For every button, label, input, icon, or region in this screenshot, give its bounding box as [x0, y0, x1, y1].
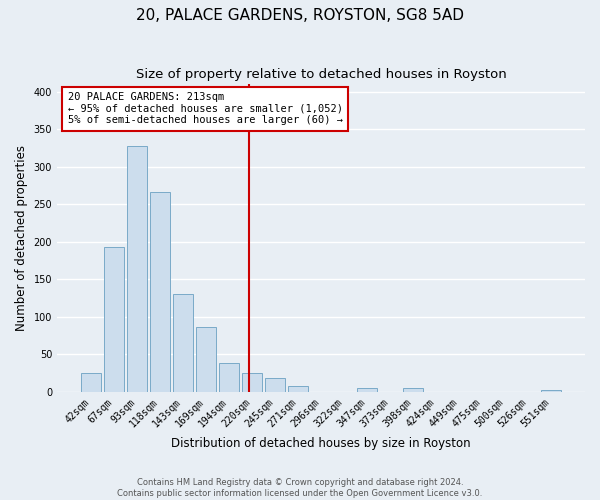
- Bar: [403, 388, 423, 392]
- X-axis label: Distribution of detached houses by size in Royston: Distribution of detached houses by size …: [171, 437, 471, 450]
- Bar: [104, 247, 124, 392]
- Bar: [127, 146, 146, 392]
- Bar: [288, 386, 308, 392]
- Bar: [265, 378, 285, 392]
- Bar: [173, 294, 193, 392]
- Bar: [242, 373, 262, 392]
- Text: 20, PALACE GARDENS, ROYSTON, SG8 5AD: 20, PALACE GARDENS, ROYSTON, SG8 5AD: [136, 8, 464, 22]
- Bar: [81, 373, 101, 392]
- Title: Size of property relative to detached houses in Royston: Size of property relative to detached ho…: [136, 68, 506, 80]
- Bar: [219, 362, 239, 392]
- Text: 20 PALACE GARDENS: 213sqm
← 95% of detached houses are smaller (1,052)
5% of sem: 20 PALACE GARDENS: 213sqm ← 95% of detac…: [68, 92, 343, 126]
- Bar: [196, 326, 216, 392]
- Bar: [541, 390, 561, 392]
- Bar: [357, 388, 377, 392]
- Text: Contains HM Land Registry data © Crown copyright and database right 2024.
Contai: Contains HM Land Registry data © Crown c…: [118, 478, 482, 498]
- Y-axis label: Number of detached properties: Number of detached properties: [15, 145, 28, 331]
- Bar: [150, 192, 170, 392]
